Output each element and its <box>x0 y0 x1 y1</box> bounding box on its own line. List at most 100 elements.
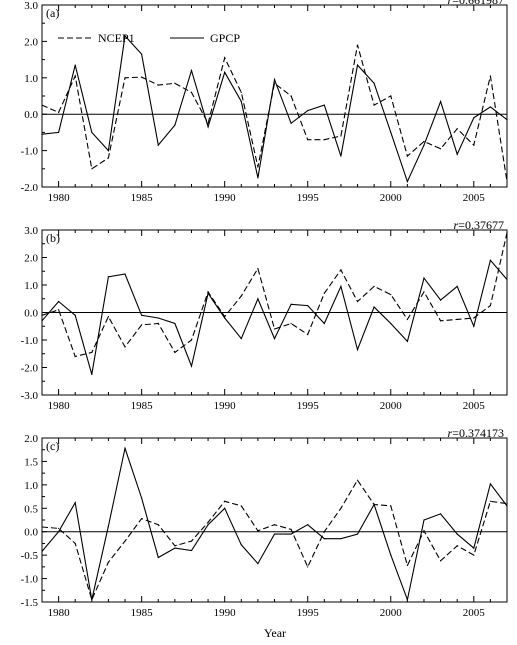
panel-b: -3.0 -2.0 -1.0 0.0 1.0 2.0 3.0 1980 1985 1990 1995… <box>21 218 508 412</box>
x-tick-label: 1980 <box>48 607 71 619</box>
data-point-gpcp <box>307 305 309 307</box>
data-point-ncep1 <box>107 157 110 159</box>
data-point-ncep1 <box>107 316 110 318</box>
data-point-ncep1 <box>323 139 325 141</box>
data-point-gpcp <box>506 119 508 121</box>
data-point-gpcp <box>141 314 143 316</box>
data-point-gpcp <box>207 292 209 294</box>
legend-label-ncep1: NCEP1 <box>98 31 135 45</box>
data-point-ncep1 <box>190 91 193 93</box>
data-point-gpcp <box>58 531 60 533</box>
y-tick-label: -1.5 <box>21 597 39 609</box>
data-point-ncep1 <box>423 530 425 532</box>
data-point-gpcp <box>224 317 226 319</box>
data-point-ncep1 <box>340 507 342 509</box>
data-point-ncep1 <box>307 333 309 336</box>
x-tick-label: 1995 <box>297 192 320 204</box>
data-point-gpcp <box>290 303 292 305</box>
series-line-ncep1 <box>41 44 508 182</box>
data-point-gpcp <box>41 133 43 135</box>
data-point-gpcp <box>124 273 126 275</box>
data-point-ncep1 <box>423 291 425 293</box>
data-point-ncep1 <box>141 324 143 326</box>
series-line-gpcp <box>41 446 508 602</box>
data-point-ncep1 <box>157 84 159 86</box>
data-point-gpcp <box>124 447 126 449</box>
data-point-gpcp <box>273 79 276 81</box>
data-point-gpcp <box>423 277 425 279</box>
correlation-symbol: r <box>448 426 453 440</box>
data-point-gpcp <box>456 153 458 155</box>
x-tick-label: 1990 <box>214 192 237 204</box>
data-point-gpcp <box>356 349 359 351</box>
correlation-value: =0.374173 <box>452 426 504 440</box>
data-point-gpcp <box>456 533 458 535</box>
data-point-ncep1 <box>190 540 193 542</box>
data-point-ncep1 <box>323 292 325 294</box>
y-tick-label: 1.0 <box>24 280 38 292</box>
x-tick-label: 1990 <box>214 400 237 412</box>
data-point-ncep1 <box>124 346 126 348</box>
y-tick-label: 1.5 <box>24 456 38 468</box>
data-point-gpcp <box>439 513 442 515</box>
data-point-gpcp <box>423 144 425 146</box>
x-tick-label: 1980 <box>48 400 71 412</box>
data-point-ncep1 <box>439 560 442 562</box>
data-point-ncep1 <box>141 76 143 78</box>
data-point-ncep1 <box>41 526 43 528</box>
data-point-gpcp <box>157 317 159 319</box>
data-point-gpcp <box>489 106 491 108</box>
data-point-gpcp <box>423 519 425 521</box>
data-point-ncep1 <box>373 104 375 106</box>
data-point-ncep1 <box>307 139 309 141</box>
y-tick-label: 3.0 <box>24 0 38 12</box>
data-point-gpcp <box>356 64 359 66</box>
correlation-value: =0.37677 <box>458 218 504 232</box>
data-point-gpcp <box>273 338 276 340</box>
data-point-gpcp <box>58 131 60 133</box>
data-point-gpcp <box>141 53 143 55</box>
x-tick-label: 1995 <box>297 400 320 412</box>
x-tick-label: 1980 <box>48 192 71 204</box>
data-point-ncep1 <box>390 505 392 507</box>
data-point-gpcp <box>323 322 325 325</box>
x-tick-label: 2005 <box>463 607 486 619</box>
data-point-ncep1 <box>356 44 359 46</box>
data-point-gpcp <box>290 533 292 535</box>
data-point-gpcp <box>406 180 408 183</box>
data-point-ncep1 <box>390 95 392 97</box>
x-tick-label: 2005 <box>463 192 486 204</box>
data-point-ncep1 <box>323 531 325 533</box>
data-point-ncep1 <box>290 322 292 325</box>
y-tick-label: 1.0 <box>24 73 38 85</box>
y-tick-label: 0.5 <box>24 503 38 515</box>
data-point-ncep1 <box>273 328 276 330</box>
x-tick-label: 1985 <box>131 607 154 619</box>
data-point-ncep1 <box>58 111 60 113</box>
data-point-gpcp <box>107 525 110 527</box>
data-point-gpcp <box>489 259 491 261</box>
data-point-gpcp <box>323 104 325 106</box>
x-tick-label: 2000 <box>380 400 403 412</box>
data-point-ncep1 <box>307 566 309 568</box>
data-point-ncep1 <box>373 285 375 287</box>
data-point-gpcp <box>439 299 442 301</box>
correlation-label: r=0.37677 <box>454 218 504 232</box>
data-point-ncep1 <box>406 564 408 567</box>
data-point-gpcp <box>406 340 408 342</box>
x-tick-label: 2000 <box>380 192 403 204</box>
series-line-gpcp <box>41 259 508 375</box>
data-point-ncep1 <box>356 300 359 303</box>
data-point-gpcp <box>91 131 93 133</box>
data-point-ncep1 <box>58 527 60 530</box>
data-point-ncep1 <box>439 320 442 322</box>
data-point-gpcp <box>390 131 392 133</box>
data-point-ncep1 <box>423 140 425 143</box>
data-point-gpcp <box>224 71 226 73</box>
data-point-gpcp <box>473 547 475 549</box>
data-point-ncep1 <box>207 291 209 293</box>
data-point-ncep1 <box>190 339 193 341</box>
data-point-gpcp <box>174 322 176 325</box>
data-point-gpcp <box>157 144 159 146</box>
